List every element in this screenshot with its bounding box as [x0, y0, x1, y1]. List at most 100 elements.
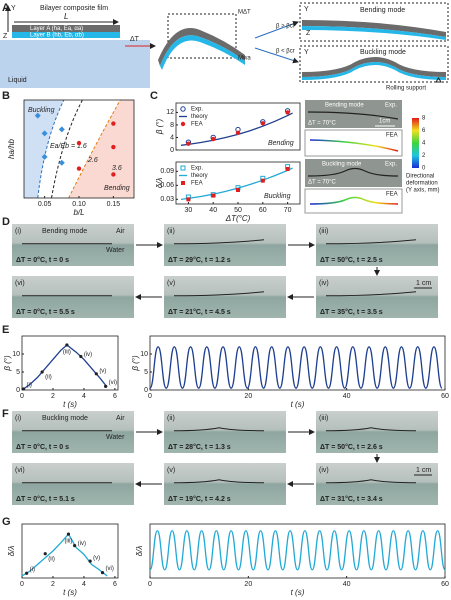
- x-tick-label: 60: [441, 581, 449, 588]
- tile-id: (vi): [15, 280, 25, 287]
- x-axis-label: ΔT(°C): [225, 214, 251, 223]
- tile-id: (iii): [319, 415, 328, 422]
- panel-label: C: [150, 90, 158, 102]
- point: [181, 181, 185, 185]
- annotation: Bending: [104, 185, 130, 192]
- film-buckling-b: [302, 62, 446, 80]
- point: [66, 532, 71, 536]
- photo-film: [173, 427, 265, 432]
- photo-film: [325, 479, 417, 484]
- photo-tile: [164, 411, 286, 453]
- label: Z: [3, 33, 8, 40]
- label: Y: [304, 6, 309, 13]
- label: L: [64, 12, 68, 21]
- point: [76, 140, 82, 146]
- scale-label: 1 cm: [416, 280, 431, 287]
- y-axis-label: δ/λ: [7, 546, 16, 557]
- legend-label: Exp.: [191, 166, 203, 172]
- scale-label: 1 cm: [416, 467, 431, 474]
- legend-label: FEA: [191, 122, 203, 128]
- boundary: [68, 99, 121, 199]
- tile-id: (i): [15, 415, 21, 422]
- colorbar-tick: 4: [422, 141, 426, 147]
- label: Rolling support: [386, 86, 426, 92]
- tile-id: (ii): [167, 228, 175, 235]
- x-tick-label: 30: [185, 207, 193, 214]
- colorbar-tick: 8: [422, 116, 426, 122]
- legend-label: FEA: [191, 181, 203, 187]
- point: [21, 387, 26, 391]
- point-label: (ii): [48, 556, 55, 562]
- plot-frame: [175, 102, 301, 151]
- panel-label: F: [2, 408, 9, 420]
- point: [236, 188, 240, 192]
- photo-tile: [316, 463, 438, 505]
- panel-label: E: [2, 324, 9, 336]
- film-buckling: [302, 57, 446, 77]
- photo: [305, 159, 402, 187]
- photo-film: [307, 167, 399, 177]
- series-line: [21, 344, 108, 391]
- point: [58, 159, 65, 166]
- photo-tile: [316, 276, 438, 318]
- colorbar-tick: 0: [422, 166, 426, 172]
- tile-caption: ΔT = 50°C, t = 2.6 s: [320, 443, 383, 451]
- point: [40, 370, 44, 374]
- point: [211, 193, 216, 198]
- point-label: (vi): [109, 380, 117, 386]
- tile-caption: ΔT = 0°C, t = 0 s: [16, 256, 69, 264]
- point: [111, 121, 116, 126]
- tile-id: (vi): [15, 467, 25, 474]
- legend-label: theory: [191, 114, 208, 120]
- photo-tile: [316, 224, 438, 266]
- x-axis-label: t (s): [63, 588, 77, 597]
- film-bent: [158, 28, 245, 66]
- plot-frame: [149, 523, 446, 579]
- label: Bilayer composite film: [40, 5, 108, 12]
- y-tick-label: 0.09: [160, 168, 174, 175]
- x-tick-label: 0.05: [38, 201, 52, 208]
- x-tick-label: 60: [441, 393, 449, 400]
- point: [73, 544, 77, 548]
- panel-label: D: [2, 216, 10, 228]
- legend-label: Exp.: [191, 107, 203, 113]
- y-tick-label: 10: [12, 351, 20, 358]
- x-tick-label: 0.10: [72, 201, 86, 208]
- x-tick-label: 40: [343, 393, 351, 400]
- series-line: [149, 346, 443, 389]
- tile-water: Water: [106, 247, 125, 254]
- panel-c-photos: [304, 100, 419, 214]
- colorbar-label: deformation: [406, 181, 438, 187]
- label: β > βcr: [276, 24, 295, 30]
- label: Bending mode: [360, 7, 405, 14]
- point: [88, 559, 92, 563]
- x-axis-label: t (s): [63, 400, 77, 409]
- y-tick-label: 5: [144, 369, 148, 376]
- y-tick-label: 0: [170, 147, 174, 154]
- colorbar-tick: 2: [422, 153, 426, 159]
- arrow-buckling: [254, 47, 299, 64]
- y-axis-label: β (°): [3, 355, 12, 372]
- x-tick-label: 70: [284, 207, 292, 214]
- tile-caption: ΔT = 28°C, t = 1.3 s: [168, 443, 231, 451]
- dashed-box: [167, 13, 237, 59]
- point: [41, 130, 48, 137]
- point-label: (iv): [78, 541, 86, 547]
- label: Buckling mode: [322, 162, 362, 168]
- photo-film: [325, 291, 417, 297]
- y-tick-label: 12: [166, 109, 174, 116]
- layer-a: [12, 25, 120, 32]
- point: [100, 571, 105, 575]
- point: [186, 141, 191, 146]
- label: Layer A (ha, Ea, αa): [30, 26, 83, 32]
- label: Layer B (hb, Eb, αb): [30, 33, 84, 39]
- tile-caption: ΔT = 0°C, t = 5.5 s: [16, 308, 75, 316]
- label: FEA: [386, 192, 398, 198]
- y-axis-label: δ/λ: [155, 178, 164, 189]
- y-axis-label: β (°): [131, 355, 140, 372]
- label: ΔT = 70°C: [308, 121, 336, 127]
- point: [34, 112, 41, 119]
- x-tick-label: 40: [209, 207, 217, 214]
- x-tick-label: 2: [51, 581, 55, 588]
- plot-frame: [149, 335, 446, 391]
